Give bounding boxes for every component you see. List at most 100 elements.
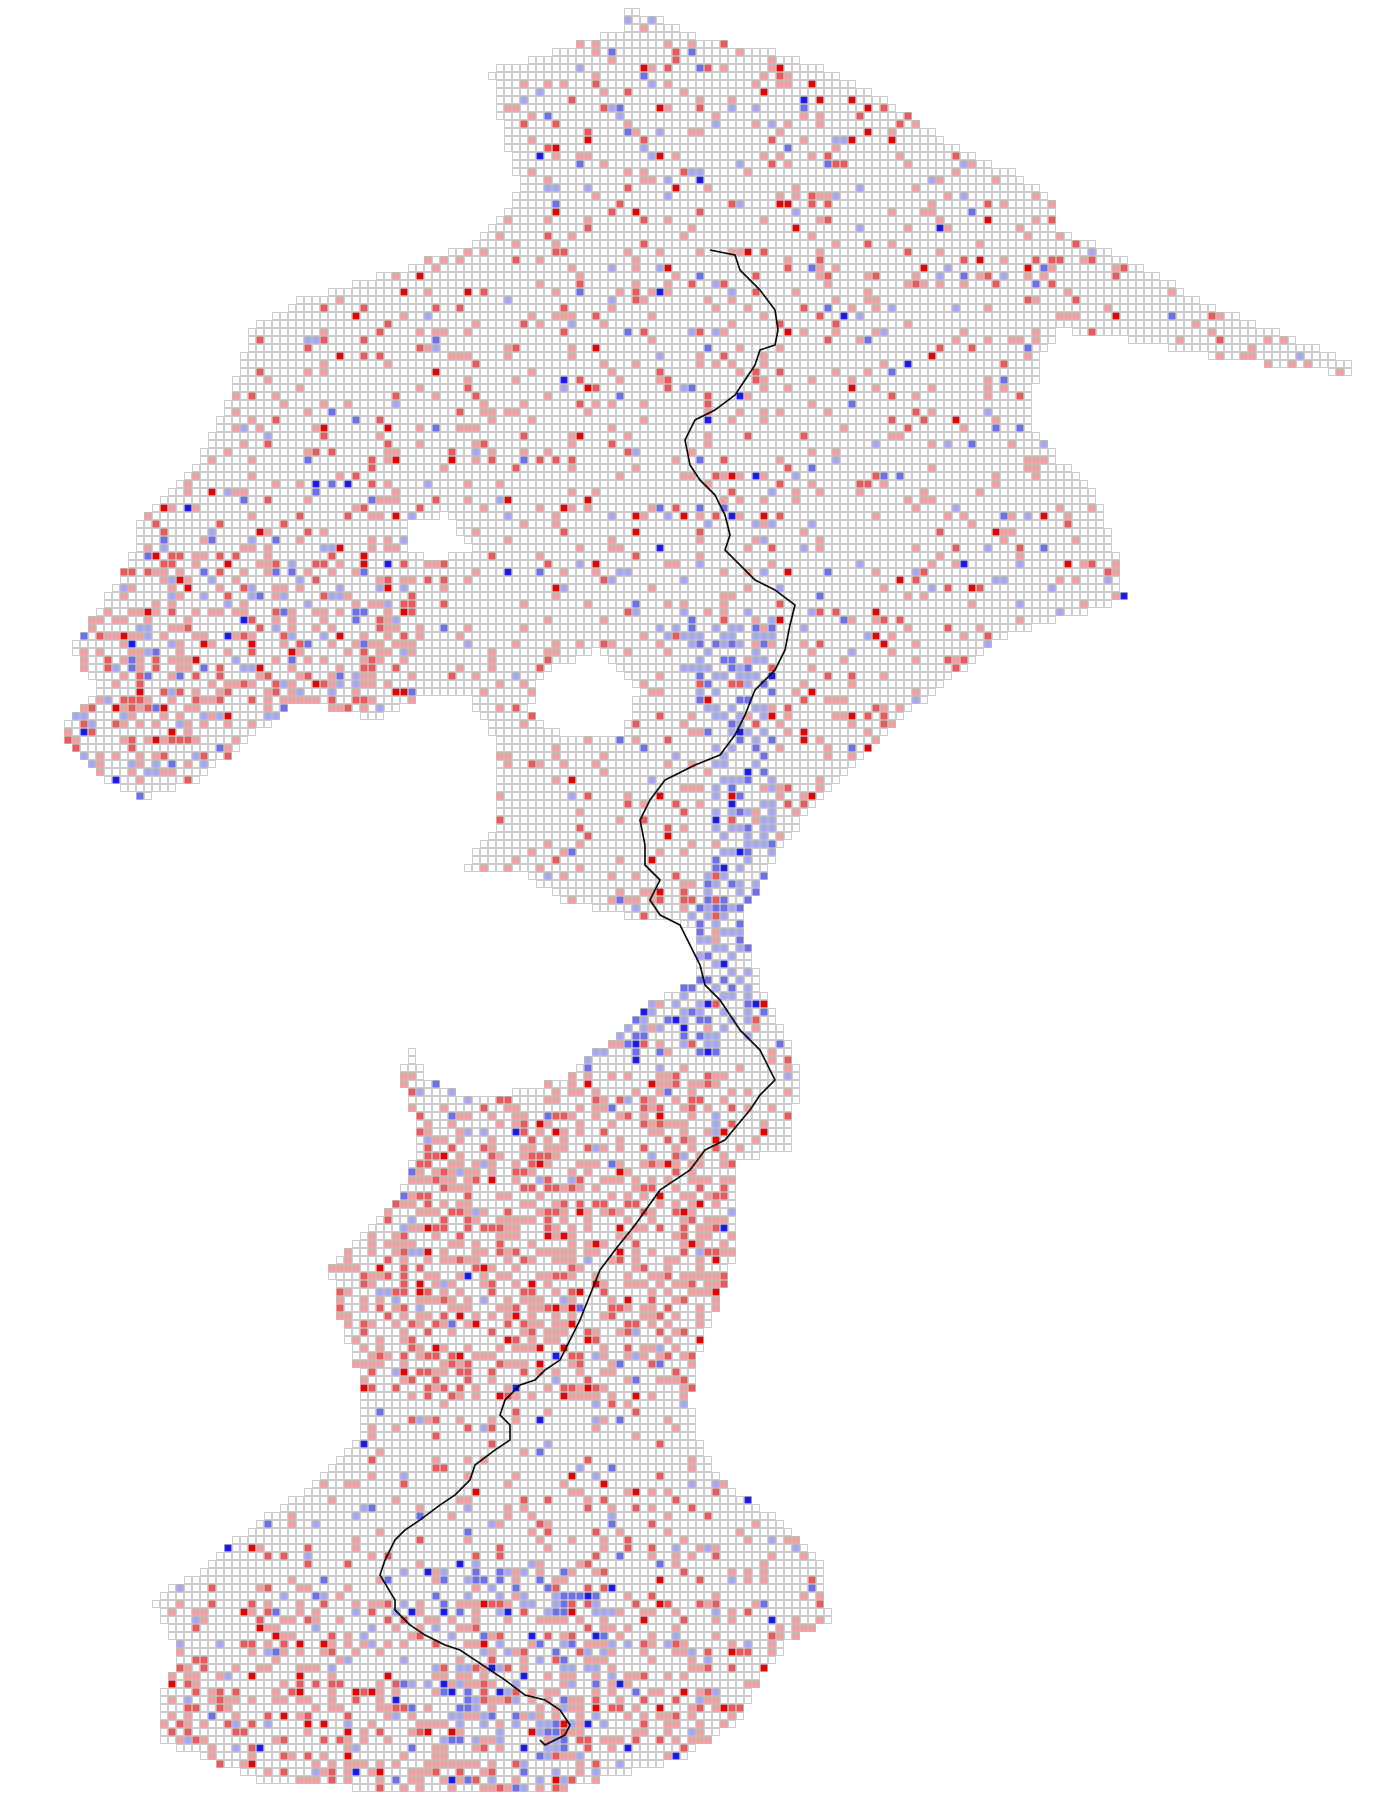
map-cell (464, 280, 472, 288)
map-cell (848, 256, 856, 264)
map-cell (744, 384, 752, 392)
map-cell (656, 96, 664, 104)
map-cell (280, 384, 288, 392)
map-cell (264, 472, 272, 480)
map-cell (264, 488, 272, 496)
map-cell (656, 288, 664, 296)
map-cell (920, 280, 928, 288)
map-cell (680, 296, 688, 304)
map-cell (472, 360, 480, 368)
map-cell (728, 176, 736, 184)
map-cell (920, 464, 928, 472)
map-cell (464, 256, 472, 264)
map-cell (576, 96, 584, 104)
map-cell (616, 56, 624, 64)
map-cell (536, 144, 544, 152)
map-cell (968, 352, 976, 360)
map-cell (840, 200, 848, 208)
map-cell (840, 312, 848, 320)
map-cell (968, 192, 976, 200)
map-cell (304, 328, 312, 336)
map-cell (552, 464, 560, 472)
map-cell (896, 352, 904, 360)
map-cell (872, 160, 880, 168)
map-cell (928, 496, 936, 504)
map-cell (448, 480, 456, 488)
map-cell (1040, 472, 1048, 480)
map-cell (320, 352, 328, 360)
map-cell (752, 224, 760, 232)
map-cell (1240, 320, 1248, 328)
map-cell (848, 240, 856, 248)
map-cell (1216, 352, 1224, 360)
map-cell (488, 384, 496, 392)
map-cell (760, 256, 768, 264)
map-cell (704, 128, 712, 136)
map-cell (984, 352, 992, 360)
map-cell (520, 456, 528, 464)
map-cell (880, 120, 888, 128)
map-cell (840, 112, 848, 120)
map-cell (600, 296, 608, 304)
map-cell (920, 248, 928, 256)
map-cell (816, 296, 824, 304)
map-cell (336, 336, 344, 344)
map-cell (552, 504, 560, 512)
map-cell (520, 288, 528, 296)
map-cell (944, 312, 952, 320)
map-cell (616, 216, 624, 224)
map-cell (584, 456, 592, 464)
map-cell (624, 440, 632, 448)
map-cell (856, 480, 864, 488)
map-cell (704, 368, 712, 376)
map-cell (280, 488, 288, 496)
map-cell (1104, 320, 1112, 328)
map-cell (360, 376, 368, 384)
map-cell (688, 48, 696, 56)
map-cell (464, 264, 472, 272)
map-cell (960, 256, 968, 264)
map-cell (600, 344, 608, 352)
map-cell (712, 200, 720, 208)
map-cell (496, 440, 504, 448)
map-cell (744, 216, 752, 224)
map-cell (792, 80, 800, 88)
map-cell (904, 488, 912, 496)
map-cell (920, 416, 928, 424)
map-cell (856, 448, 864, 456)
map-cell (1048, 488, 1056, 496)
map-cell (936, 376, 944, 384)
map-cell (944, 480, 952, 488)
map-cell (768, 144, 776, 152)
map-cell (808, 384, 816, 392)
map-cell (952, 432, 960, 440)
map-cell (472, 280, 480, 288)
map-cell (800, 296, 808, 304)
map-cell (800, 328, 808, 336)
map-cell (792, 168, 800, 176)
map-cell (664, 440, 672, 448)
map-cell (608, 336, 616, 344)
map-cell (880, 192, 888, 200)
map-cell (856, 96, 864, 104)
map-cell (1128, 328, 1136, 336)
map-cell (936, 256, 944, 264)
map-cell (672, 376, 680, 384)
map-cell (792, 392, 800, 400)
map-cell (856, 200, 864, 208)
map-cell (944, 376, 952, 384)
map-cell (568, 440, 576, 448)
map-cell (712, 432, 720, 440)
map-cell (968, 280, 976, 288)
map-cell (816, 216, 824, 224)
map-cell (592, 312, 600, 320)
map-cell (760, 408, 768, 416)
map-cell (792, 424, 800, 432)
map-cell (520, 224, 528, 232)
map-cell (744, 232, 752, 240)
map-cell (752, 304, 760, 312)
map-cell (448, 288, 456, 296)
map-cell (1008, 376, 1016, 384)
map-cell (544, 496, 552, 504)
map-cell (744, 264, 752, 272)
